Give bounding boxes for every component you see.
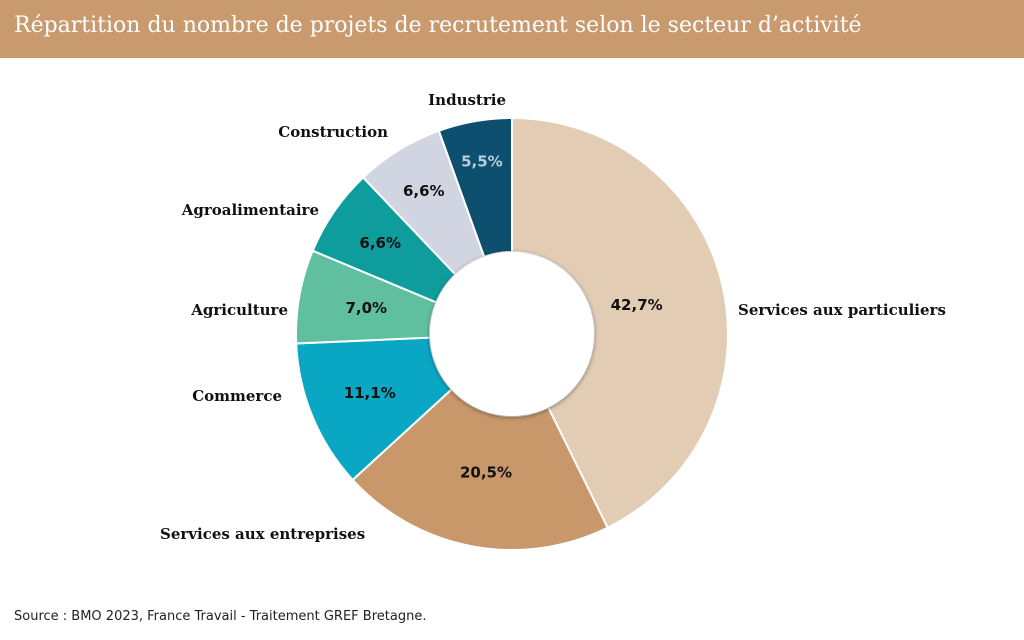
- category-label-construction: Construction: [278, 123, 388, 141]
- slice-services-aux-particuliers: [511, 116, 729, 530]
- chart-title: Répartition du nombre de projets de recr…: [14, 13, 862, 38]
- value-labels-group: 42,7% 20,5% 11,1% 7,0% 6,6% 6,6% 5,5%: [344, 153, 663, 482]
- category-label-services-aux-particuliers: Services aux particuliers: [738, 301, 946, 319]
- category-label-agroalimentaire: Agroalimentaire: [181, 201, 319, 219]
- value-label-agriculture: 7,0%: [345, 299, 387, 317]
- donut-hole: [430, 252, 594, 416]
- value-label-services-aux-entreprises: 20,5%: [460, 464, 512, 482]
- value-label-agroalimentaire: 6,6%: [359, 234, 401, 252]
- value-label-services-aux-particuliers: 42,7%: [611, 296, 663, 314]
- category-label-commerce: Commerce: [192, 387, 282, 405]
- category-label-services-aux-entreprises: Services aux entreprises: [160, 525, 365, 543]
- value-label-commerce: 11,1%: [344, 384, 396, 402]
- category-label-industrie: Industrie: [428, 91, 506, 109]
- title-bar: Répartition du nombre de projets de recr…: [0, 0, 1024, 58]
- category-labels-group: Services aux particuliers Services aux en…: [160, 91, 946, 543]
- category-label-agriculture: Agriculture: [190, 301, 288, 319]
- value-label-construction: 6,6%: [403, 182, 445, 200]
- value-label-industrie: 5,5%: [461, 153, 503, 171]
- source-note: Source : BMO 2023, France Travail - Trai…: [14, 609, 427, 624]
